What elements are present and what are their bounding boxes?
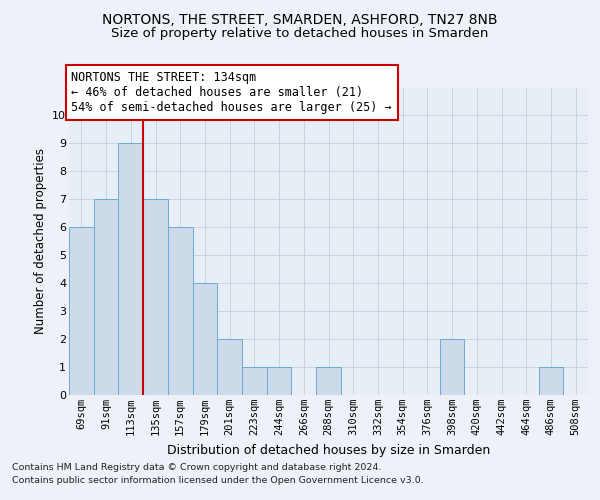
- Y-axis label: Number of detached properties: Number of detached properties: [34, 148, 47, 334]
- Text: Size of property relative to detached houses in Smarden: Size of property relative to detached ho…: [112, 28, 488, 40]
- Text: Contains HM Land Registry data © Crown copyright and database right 2024.: Contains HM Land Registry data © Crown c…: [12, 462, 382, 471]
- Bar: [69, 228, 94, 395]
- Bar: [440, 339, 464, 395]
- Bar: [118, 144, 143, 395]
- Bar: [242, 367, 267, 395]
- Bar: [316, 367, 341, 395]
- Bar: [94, 200, 118, 395]
- Bar: [267, 367, 292, 395]
- Bar: [143, 200, 168, 395]
- Bar: [539, 367, 563, 395]
- Bar: [217, 339, 242, 395]
- Text: Contains public sector information licensed under the Open Government Licence v3: Contains public sector information licen…: [12, 476, 424, 485]
- Text: NORTONS THE STREET: 134sqm
← 46% of detached houses are smaller (21)
54% of semi: NORTONS THE STREET: 134sqm ← 46% of deta…: [71, 70, 392, 114]
- Bar: [193, 283, 217, 395]
- Text: NORTONS, THE STREET, SMARDEN, ASHFORD, TN27 8NB: NORTONS, THE STREET, SMARDEN, ASHFORD, T…: [102, 12, 498, 26]
- Bar: [168, 228, 193, 395]
- X-axis label: Distribution of detached houses by size in Smarden: Distribution of detached houses by size …: [167, 444, 490, 456]
